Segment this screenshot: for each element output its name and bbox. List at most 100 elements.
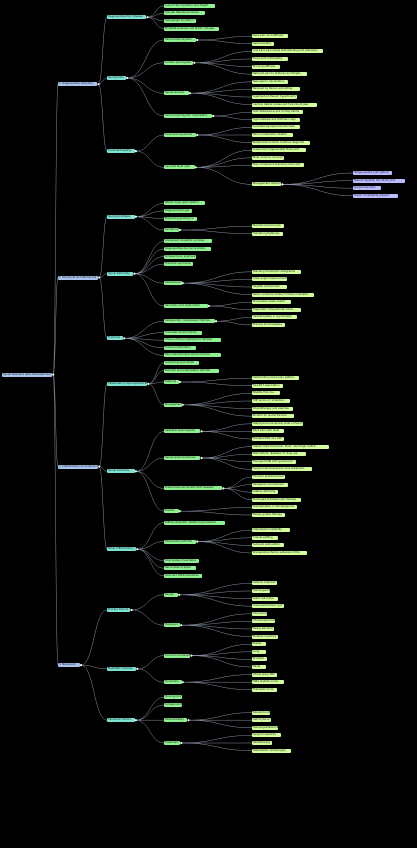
mindmap-node-level-4: Postoperative or hematogenous [252, 505, 298, 510]
mindmap-node-level-4: Back pain with fever [252, 429, 284, 434]
junction-dot [134, 470, 137, 473]
connector-line [98, 83, 108, 152]
mindmap-node-level-4: Surgical decompression plus antibiotics [252, 467, 312, 472]
mindmap-node-level-4: Monitor for spinal fracture [252, 414, 295, 419]
connector-line [135, 697, 165, 721]
mindmap-node-level-3: Diffuse idiopathic skeletal hyperostosis [164, 520, 225, 525]
mindmap-node-level-3: Intramedullary [164, 718, 188, 723]
junction-dot [193, 61, 196, 64]
junction-dot [123, 337, 126, 340]
connector-line [223, 476, 253, 489]
connector-line [181, 624, 253, 637]
connector-line [147, 16, 165, 29]
mindmap-node-level-4: Chordoma [252, 611, 267, 616]
mindmap-node-level-5: Fusion if instability present [353, 193, 399, 198]
mindmap-node-level-3: Meyerding grading I-V [164, 216, 198, 221]
connector-line [134, 263, 165, 274]
mindmap-node-level-3: Evaluation [164, 680, 182, 685]
mindmap-node-level-2: Facet Arthropathy [107, 149, 135, 154]
mindmap-node-level-4: TNF and IL-17 inhibitors [252, 399, 290, 403]
junction-dot [212, 114, 215, 118]
junction-dot [181, 681, 184, 684]
mindmap-node-level-4: Bracing and analgesia [252, 323, 286, 327]
mindmap-node-level-4: Astrocytoma [252, 718, 271, 723]
connector-line [135, 719, 165, 744]
mindmap-node-level-3: Psoriatic and enteropathic arthritis [164, 368, 220, 373]
mindmap-node-level-4: Ependymoma [252, 710, 270, 715]
mindmap-node-level-4: Relieved by flexion and sitting [252, 87, 300, 92]
junction-dot [200, 456, 203, 460]
mindmap-node-level-3: Flat back syndrome [164, 262, 194, 267]
connector-line [135, 216, 165, 231]
mindmap-node-level-4: Medial branch block confirms diagnosis [252, 140, 311, 145]
mindmap-node-level-3: Common primaries [164, 653, 191, 658]
mindmap-node-level-4: Radiculopathy [252, 41, 274, 46]
mindmap-node-level-3: Osteoporotic compression fracture [164, 319, 215, 324]
connector-line [197, 39, 253, 45]
junction-dot [196, 38, 199, 42]
connector-line [188, 719, 253, 729]
mindmap-node-level-4: Sagittal vertical axis [252, 285, 287, 289]
connector-line [201, 423, 253, 432]
connector-line [208, 305, 253, 311]
connector-line [98, 277, 108, 339]
mindmap-node-level-3: Annular fissures and tears [164, 11, 205, 16]
junction-dot [281, 183, 284, 186]
mindmap-node-level-3: Treatment [164, 741, 181, 745]
mindmap-node-level-3: Adolescent idiopathic scoliosis [164, 239, 212, 244]
mindmap-node-level-3: Symptoms [164, 228, 179, 232]
connector-line [179, 594, 253, 607]
connector-line [137, 655, 165, 670]
mindmap-node-level-4: Facet joint arthropathy [252, 57, 289, 61]
junction-dot [130, 608, 133, 612]
mindmap-node-level-3: Management [164, 402, 182, 407]
connector-line [124, 338, 165, 349]
connector-line [182, 404, 253, 417]
mindmap-node-level-1: 4. Neoplastic [58, 663, 80, 668]
connector-line [181, 621, 253, 626]
connector-line [81, 664, 108, 670]
connector-line [98, 466, 108, 550]
mindmap-node-level-3: Fracture-dislocation [164, 345, 196, 350]
mindmap-node-level-4: Subaxial subluxation [252, 543, 284, 548]
mindmap-node-level-5: Image-guided cyst rupture [353, 171, 393, 175]
connector-line [137, 548, 165, 569]
mindmap-node-level-4: Emergent MRI with gadolinium [252, 459, 296, 464]
mindmap-node-level-4: Surgical resection [252, 733, 282, 738]
mindmap-node-level-2: Metastatic Disease [107, 666, 137, 671]
connector-line [148, 381, 165, 385]
junction-dot [134, 150, 137, 153]
mindmap-node-level-3: Schwannoma [164, 703, 182, 707]
connector-line [179, 381, 253, 387]
connector-line [197, 127, 253, 136]
connector-line [134, 248, 165, 274]
junction-dot [52, 373, 55, 376]
connector-line [182, 674, 253, 683]
mindmap-node-level-4: Classic triad: back pain, fever, neurolo… [252, 444, 329, 449]
mindmap-node-level-4: Standing full-length radiographs [252, 269, 302, 274]
mindmap-node-level-4: HLA-B27 association [252, 383, 283, 388]
junction-dot [194, 166, 197, 169]
junction-dot [190, 654, 193, 657]
mindmap-node-level-2: Primary Tumors [107, 608, 131, 612]
connector-line [80, 664, 108, 721]
connector-line [282, 180, 354, 185]
mindmap-node-level-3: Synovial facet cyst [164, 165, 195, 170]
mindmap-node-level-2: Spondylosis [107, 76, 126, 80]
junction-dot [187, 719, 190, 722]
connector-line [195, 157, 253, 168]
mindmap-node-level-3: Spinal epidural abscess [164, 456, 201, 460]
connector-line [135, 471, 165, 489]
link-layer [52, 5, 354, 751]
mindmap-node-level-4: Hemangioma [252, 589, 270, 593]
mindmap-node-level-4: Hemangioblastoma [252, 725, 279, 730]
connector-line [148, 370, 165, 385]
mindmap-node-level-3: Traumatic burst fracture [164, 330, 202, 335]
junction-dot [207, 304, 210, 308]
mindmap-node-level-4: Morning stiffness [252, 64, 280, 69]
mindmap-node-level-3: Rheumatoid arthritis [164, 539, 196, 544]
mindmap-node-level-5: Surgical excision [353, 186, 381, 191]
connector-line [179, 590, 253, 596]
connector-line [131, 594, 165, 611]
